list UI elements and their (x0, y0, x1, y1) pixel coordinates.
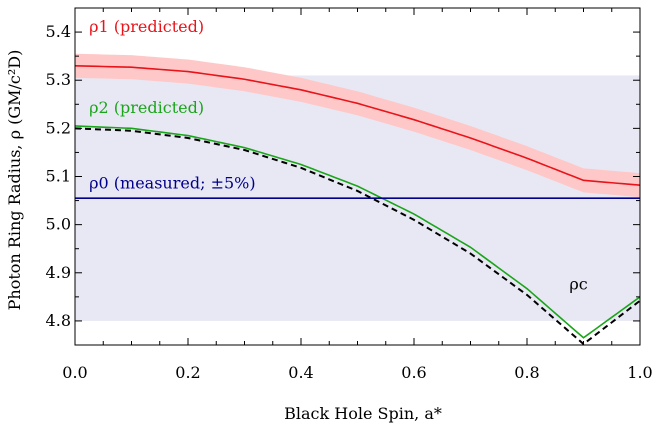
x-tick-label: 0.4 (288, 363, 313, 382)
y-tick-label: 5.2 (46, 118, 71, 137)
y-axis-title: Photon Ring Radius, ρ (GM/c²D) (5, 50, 24, 311)
y-tick-label: 4.9 (46, 263, 71, 282)
series-4-label: ρc (569, 275, 587, 294)
y-tick-label: 5.4 (46, 22, 71, 41)
x-tick-label: 0.8 (514, 363, 539, 382)
y-tick-label: 5.1 (46, 167, 71, 186)
x-tick-label: 0.6 (401, 363, 426, 382)
y-tick-label: 5.0 (46, 215, 71, 234)
series-1-label: ρ1 (predicted) (89, 17, 204, 36)
series-3-label: ρ0 (measured; ±5%) (89, 174, 255, 193)
x-axis-title: Black Hole Spin, a* (284, 404, 442, 423)
x-tick-label: 1.0 (627, 363, 652, 382)
y-tick-label: 4.8 (46, 311, 71, 330)
x-tick-label: 0.2 (175, 363, 200, 382)
y-tick-label: 5.3 (46, 70, 71, 89)
series-2-label: ρ2 (predicted) (89, 98, 204, 117)
x-tick-label: 0.0 (62, 363, 87, 382)
